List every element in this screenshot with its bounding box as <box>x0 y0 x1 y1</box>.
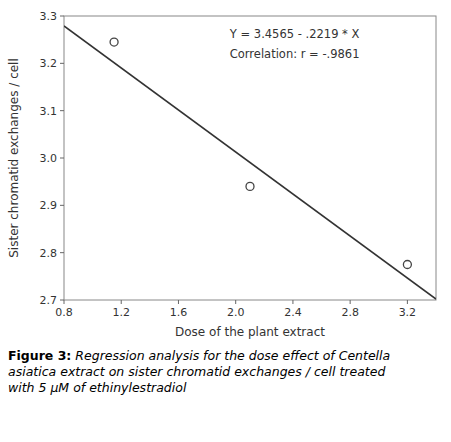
y-tick <box>60 63 64 64</box>
y-tick <box>60 16 64 17</box>
y-tick <box>60 252 64 253</box>
y-tick-label: 2.8 <box>40 247 58 260</box>
y-tick-label: 3.2 <box>40 57 58 70</box>
y-tick-label: 3.1 <box>40 105 58 118</box>
x-tick-label: 2.4 <box>284 306 302 319</box>
x-tick-label: 1.6 <box>170 306 188 319</box>
plot-frame <box>64 16 436 300</box>
scatter-point <box>403 261 411 269</box>
scatter-point <box>246 182 254 190</box>
caption-line: asiatica extract on sister chromatid exc… <box>8 364 385 379</box>
scatter-point <box>110 38 118 46</box>
y-axis-label: Sister chromatid exchanges / cell <box>7 58 21 258</box>
x-axis-label: Dose of the plant extract <box>175 325 325 339</box>
caption-line: Regression analysis for the dose effect … <box>71 348 390 363</box>
y-tick <box>60 110 64 111</box>
annotation: Y = 3.4565 - .2219 * X <box>229 27 360 41</box>
x-tick <box>121 300 122 304</box>
plot-marks <box>64 26 436 299</box>
y-tick-label: 2.7 <box>40 294 58 307</box>
x-tick <box>64 300 65 304</box>
x-tick <box>178 300 179 304</box>
y-tick <box>60 205 64 206</box>
x-tick <box>350 300 351 304</box>
x-tick-label: 1.2 <box>112 306 130 319</box>
regression-line <box>64 26 436 299</box>
y-tick <box>60 158 64 159</box>
x-tick <box>407 300 408 304</box>
chart: 0.8 1.2 1.6 2.0 2.4 2.8 3.2 2.7 2.8 2.9 3.0 3.1 3.2 3… <box>0 0 451 442</box>
x-tick <box>292 300 293 304</box>
caption-label: Figure 3: <box>8 348 71 363</box>
annotation: Correlation: r = -.9861 <box>230 47 360 61</box>
caption-text: Regression analysis for the dose effect … <box>8 348 390 395</box>
x-tick-label: 3.2 <box>399 306 417 319</box>
x-tick <box>235 300 236 304</box>
x-tick-label: 0.8 <box>55 306 73 319</box>
caption-line: with 5 μM of ethinylestradiol <box>8 380 187 395</box>
y-tick <box>60 300 64 301</box>
y-tick-label: 3.0 <box>40 152 58 165</box>
x-tick-label: 2.8 <box>341 306 359 319</box>
y-tick-label: 2.9 <box>40 199 58 212</box>
y-tick-label: 3.3 <box>40 10 58 23</box>
x-tick-label: 2.0 <box>227 306 245 319</box>
